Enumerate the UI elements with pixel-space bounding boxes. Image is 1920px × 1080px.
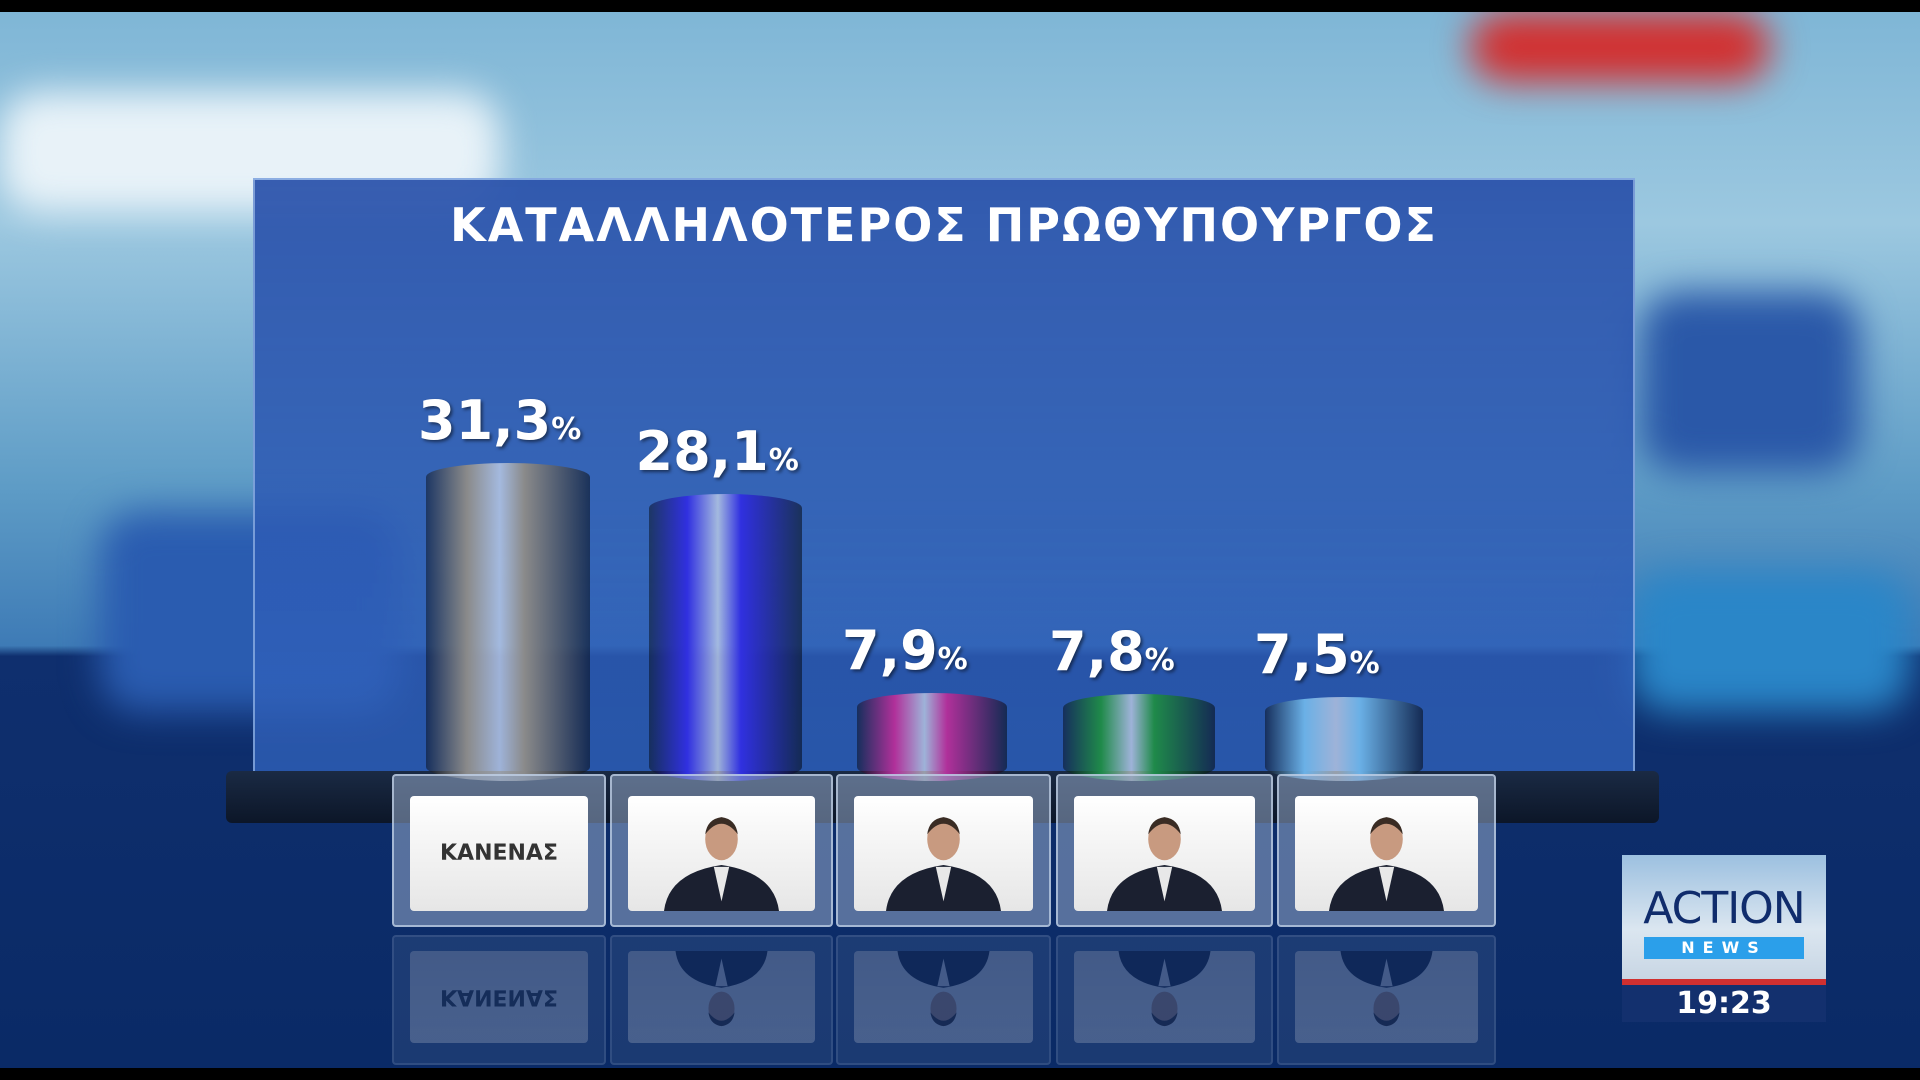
data-label-2: 28,1% [636,420,799,483]
card-reflection [836,935,1051,1065]
bar-3 [857,693,1007,781]
card-reflection [1277,935,1496,1065]
category-label: ΚΑΝΕΝΑΣ [410,951,588,1043]
value-text: 28,1 [635,420,769,484]
candidate-photo [1074,951,1255,1043]
candidate-photo [628,951,815,1043]
bar-1 [426,463,590,781]
logo-brand: ACTION [1643,883,1805,934]
data-label-4: 7,8% [1049,620,1175,683]
unit-text: % [937,642,968,678]
category-card-2 [610,774,833,927]
category-card-1: ΚΑΝΕΝΑΣ [392,774,606,927]
candidate-photo [1295,951,1478,1043]
value-text: 31,3 [418,389,552,452]
unit-text: % [551,412,582,447]
card-reflection [610,935,833,1065]
data-label-1: 31,3% [418,389,581,452]
category-label: ΚΑΝΕΝΑΣ [410,796,588,911]
candidate-photo [854,951,1033,1043]
unit-text: % [1349,646,1380,682]
data-label-3: 7,9% [842,619,968,682]
clock-time: 19:23 [1622,985,1826,1022]
value-text: 7,8 [1049,620,1145,684]
action-news-logo: ACTION NEWS 19:23 [1622,855,1826,1022]
data-label-5: 7,5% [1254,623,1380,686]
card-reflection: ΚΑΝΕΝΑΣ [392,935,606,1065]
logo-sub: NEWS [1644,937,1804,959]
candidate-photo [854,796,1033,911]
unit-text: % [768,443,799,479]
bar-2 [649,494,802,781]
bar-4 [1063,694,1215,781]
category-card-4 [1056,774,1273,927]
candidate-photo [1295,796,1478,911]
value-text: 7,5 [1254,623,1350,687]
value-text: 7,9 [842,619,938,683]
candidate-photo [1074,796,1255,911]
category-card-5 [1277,774,1496,927]
card-reflection [1056,935,1273,1065]
category-card-3 [836,774,1051,927]
unit-text: % [1144,643,1175,679]
chart-title: ΚΑΤΑΛΛΗΛΟΤΕΡΟΣ ΠΡΩΘΥΠΟΥΡΓΟΣ [450,198,1438,252]
candidate-photo [628,796,815,911]
bar-5 [1265,697,1423,781]
